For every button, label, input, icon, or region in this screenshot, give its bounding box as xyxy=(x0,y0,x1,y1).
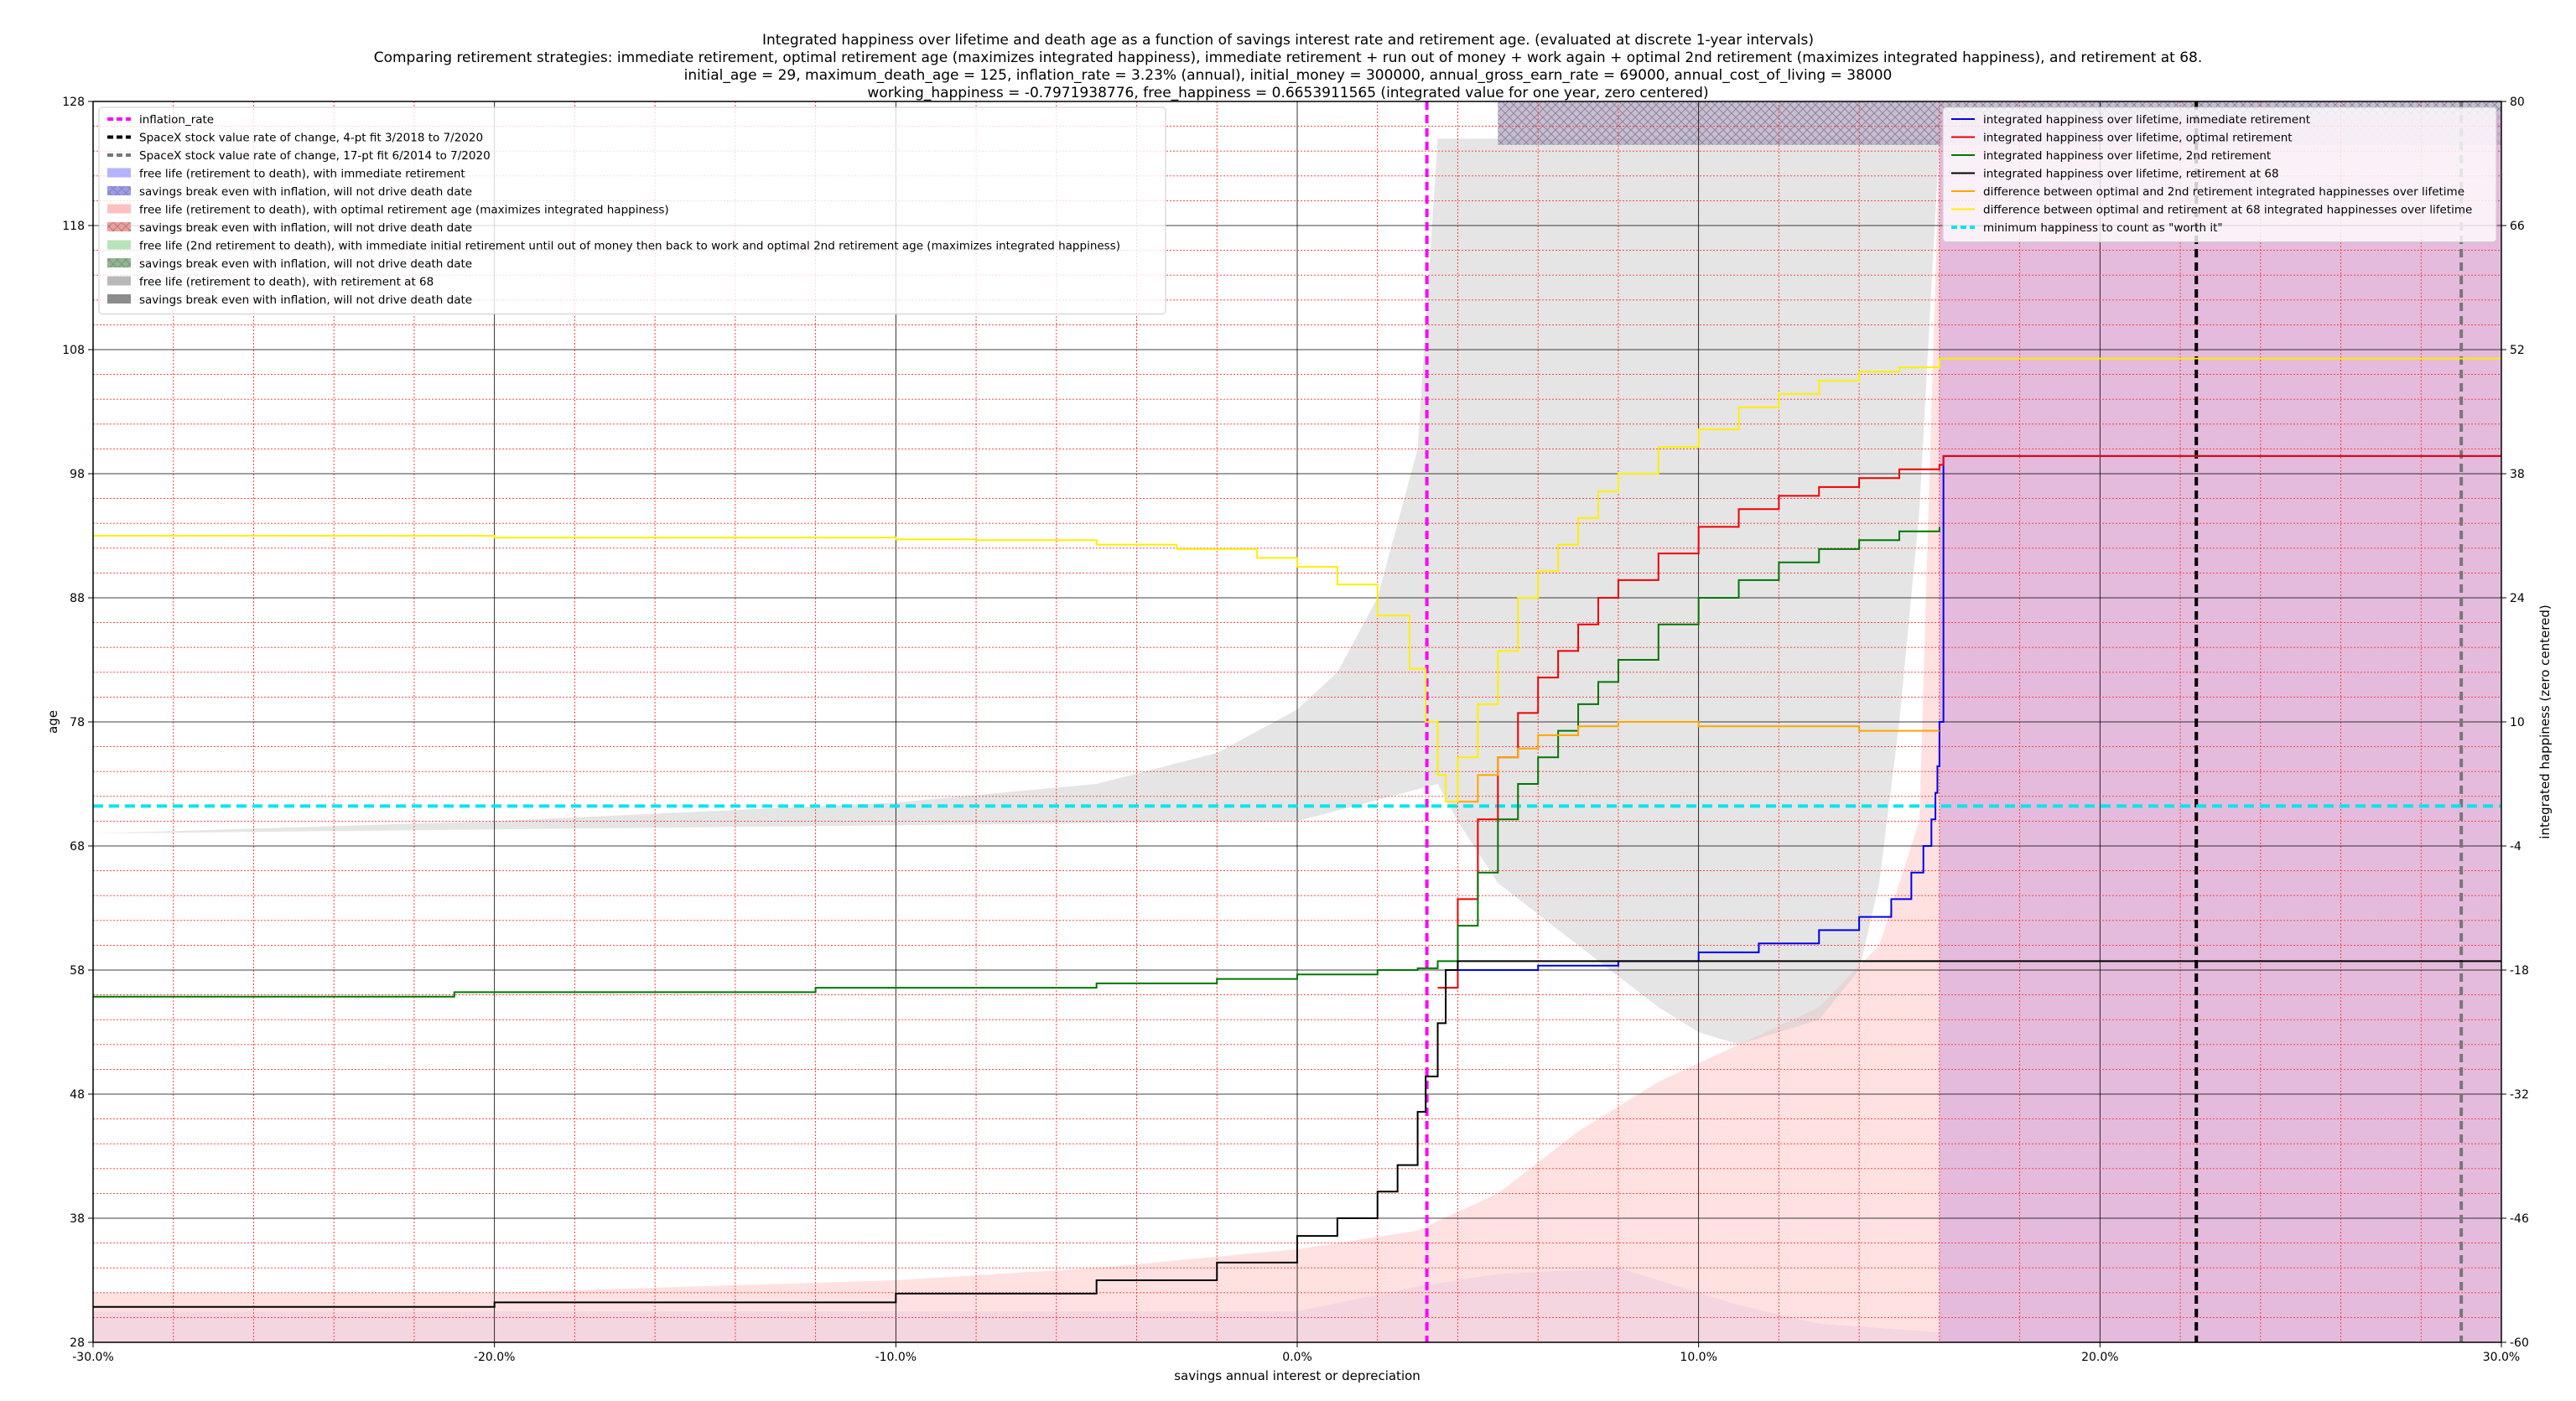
legend-left-hatch xyxy=(107,186,131,195)
x-tick-label: -30.0% xyxy=(72,1351,114,1364)
y-tick-label: 118 xyxy=(62,220,85,233)
legend-left-label: SpaceX stock value rate of change, 17-pt… xyxy=(139,149,491,163)
legend-left-swatch xyxy=(107,276,131,286)
y-tick-label: 58 xyxy=(70,964,85,978)
y2-tick-label: 10 xyxy=(2510,716,2525,729)
y-tick-label: 128 xyxy=(62,96,85,109)
chart-subtitle-happiness: working_happiness = -0.7971938776, free_… xyxy=(867,85,1709,101)
y-tick-label: 78 xyxy=(70,716,85,729)
y-tick-label: 68 xyxy=(70,840,85,854)
legend-left-label: savings break even with inflation, will … xyxy=(139,221,472,235)
series-diff-opt-68 xyxy=(93,357,2501,803)
y-tick-label: 108 xyxy=(62,344,85,357)
legend-left-swatch xyxy=(107,168,131,178)
y2-tick-label: -18 xyxy=(2510,964,2529,978)
region-free-life-purple xyxy=(1939,113,2501,1342)
x-tick-label: -20.0% xyxy=(474,1351,516,1364)
legend-right-box xyxy=(1942,106,2497,242)
y-axis-label: age xyxy=(45,710,60,734)
legend-right-label: integrated happiness over lifetime, imme… xyxy=(1983,113,2310,127)
y2-tick-label: -46 xyxy=(2510,1212,2529,1226)
legend-left-label: SpaceX stock value rate of change, 4-pt … xyxy=(139,132,483,145)
legend-right-label: difference between optimal and retiremen… xyxy=(1983,204,2472,217)
chart-titles: Integrated happiness over lifetime and d… xyxy=(0,32,2576,102)
x-tick-label: 20.0% xyxy=(2081,1351,2118,1364)
legend-left-label: inflation_rate xyxy=(139,113,214,127)
legend-left-swatch xyxy=(107,204,131,214)
legend-right-label: minimum happiness to count as "worth it" xyxy=(1983,221,2223,235)
legend-left-hatch xyxy=(107,222,131,231)
series-second xyxy=(93,527,1940,998)
x-tick-label: 0.0% xyxy=(1282,1351,1312,1364)
legend-left-hatch xyxy=(107,294,131,304)
chart-title: Integrated happiness over lifetime and d… xyxy=(762,32,1814,49)
x-axis-label: savings annual interest or depreciation xyxy=(1174,1368,1420,1383)
chart-subtitle-strategies: Comparing retirement strategies: immedia… xyxy=(373,49,2203,66)
legend-right-label: integrated happiness over lifetime, reti… xyxy=(1983,168,2279,181)
x-tick-label: -10.0% xyxy=(875,1351,917,1364)
y2-tick-label: -4 xyxy=(2510,840,2521,854)
y2-tick-label: 24 xyxy=(2510,592,2525,605)
x-tick-label: 30.0% xyxy=(2483,1351,2520,1364)
legend-left-label: free life (2nd retirement to death), wit… xyxy=(139,240,1120,253)
region-free-life-optimal xyxy=(93,138,2501,1342)
series-at68 xyxy=(93,960,2501,1308)
y2-tick-label: -32 xyxy=(2510,1088,2529,1102)
legend-left-box xyxy=(98,106,1166,314)
legend-left-label: free life (retirement to death), with op… xyxy=(139,204,669,217)
y-tick-label: 88 xyxy=(70,592,85,605)
y2-tick-label: 66 xyxy=(2510,220,2525,233)
y2-tick-label: 52 xyxy=(2510,344,2525,357)
y2-tick-label: 80 xyxy=(2510,96,2525,109)
legend-left-swatch xyxy=(107,240,131,250)
legend-left-hatch xyxy=(107,258,131,267)
legend-left-label: free life (retirement to death), with im… xyxy=(139,168,465,181)
legend-left-label: free life (retirement to death), with re… xyxy=(139,276,434,289)
legend-right-label: difference between optimal and 2nd retir… xyxy=(1983,185,2464,199)
y-tick-label: 28 xyxy=(70,1336,85,1350)
y-tick-label: 38 xyxy=(70,1212,85,1226)
x-tick-label: 10.0% xyxy=(1680,1351,1716,1364)
legend-left-label: savings break even with inflation, will … xyxy=(139,257,472,271)
legend-right-label: integrated happiness over lifetime, opti… xyxy=(1983,132,2293,145)
y-tick-label: 98 xyxy=(70,468,85,481)
y2-tick-label: 38 xyxy=(2510,468,2525,481)
y2-tick-label: -60 xyxy=(2510,1336,2529,1350)
legend-right-label: integrated happiness over lifetime, 2nd … xyxy=(1983,149,2271,163)
chart-subtitle-params: initial_age = 29, maximum_death_age = 12… xyxy=(683,67,1893,84)
region-free-life-at-68 xyxy=(93,138,1940,1045)
series-diff-opt-2nd xyxy=(1457,721,1940,803)
y2-axis-label: integrated happiness (zero centered) xyxy=(2537,605,2553,838)
y-tick-label: 48 xyxy=(70,1088,85,1102)
legend-left-label: savings break even with inflation, will … xyxy=(139,185,472,199)
legend-left-label: savings break even with inflation, will … xyxy=(139,293,472,307)
